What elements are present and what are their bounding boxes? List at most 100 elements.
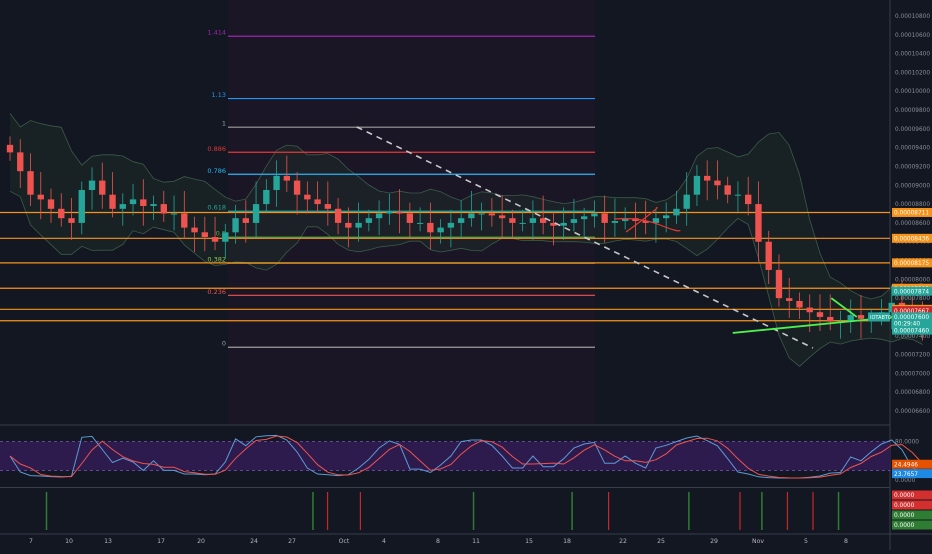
price-tag-label: 0.00007460 [894,328,929,334]
fib-level-label: 0.382 [207,256,226,264]
candle-body [160,204,167,214]
candle-body [37,194,44,200]
time-axis-tick-label: 7 [29,538,33,545]
time-axis-tick-label: 13 [104,538,112,545]
price-axis-tick-label: 0.00010400 [895,52,930,58]
candle-body [519,222,526,224]
candle-body [478,213,485,215]
candle-body [140,199,147,206]
level-price-tag-label: 0.00008175 [894,261,929,267]
fib-level-label: 1 [222,120,226,128]
candle-body [498,215,506,219]
trendline-wedge-upper [830,297,858,318]
stoch-value-tag-label: 23.7657 [894,472,918,478]
candle-body [796,300,803,308]
candle-body [745,194,752,205]
candle-body [786,298,793,301]
candle-body [457,218,465,223]
time-axis-tick-label: 11 [472,538,480,545]
trendline-downtrend [356,126,814,349]
candle-body [365,218,373,223]
candle-body [355,222,362,228]
price-axis-tick-label: 0.00010000 [895,89,930,95]
candle-body [375,213,383,219]
symbol-tag-box [868,312,890,322]
price-axis-tick-label: 0.00009600 [895,127,930,133]
time-axis-tick-label: 27 [288,538,296,545]
candle-body [570,219,578,223]
signal-value-tag-box [892,510,932,520]
signal-value-tag-box [892,500,932,510]
candle-body [263,189,270,205]
time-axis-tick-label: 22 [619,538,627,545]
time-axis-tick-label: 17 [157,538,165,545]
price-axis-tick-label: 0.00007400 [895,334,930,340]
price-tag-label: 0.00007600 [894,315,929,321]
candle-body [529,218,537,223]
candle-body [211,237,219,242]
candle-body [232,218,239,233]
signal-value-tag-box [892,490,932,500]
candle-body [47,199,55,209]
price-tag-box [892,306,932,316]
candle-body [857,315,865,319]
time-axis-tick-label: 24 [250,538,258,545]
candle-body [68,218,75,223]
time-axis-tick-label: 8 [844,538,848,545]
price-axis-tick-label: 0.00009400 [895,146,930,152]
candle-body [273,175,280,190]
candle-body [560,222,567,226]
candle-body [693,175,701,195]
signal-value-tag-label: 0.0000 [894,493,915,499]
candle-body [704,175,711,181]
candle-body [416,222,424,224]
candle-body [601,213,608,223]
stoch-value-tag-box [892,459,932,469]
candle-body [324,204,332,209]
fib-level-label: 0 [222,340,226,348]
stoch-k-line [9,434,923,479]
time-axis-tick-label: Oct [339,538,350,545]
candle-body [201,232,208,238]
candle-body [181,213,188,228]
candle-body [99,180,106,195]
candle-body [129,199,137,205]
price-tag-box [892,312,932,322]
level-price-tag-label: 0.00008436 [894,237,929,243]
candle-body [816,312,824,317]
price-axis-tick-label: 0.00007200 [895,353,930,359]
symbol-tag-label: IOTABTC [870,315,892,321]
time-axis-tick-label: 15 [525,538,533,545]
fib-level-label: 0.236 [207,288,226,296]
candle-body [314,199,321,205]
candle-body [755,204,762,242]
candle-body [334,208,342,223]
candle-body [427,222,434,233]
candle-body [734,194,742,196]
time-axis-tick-label: 4 [382,538,386,545]
price-axis-tick-label: 0.00010800 [895,14,930,20]
fib-level-label: 0.5 [216,230,226,238]
candle-body [550,222,557,226]
candle-body [888,302,895,313]
fib-level-label: 0.618 [207,204,226,212]
candle-body [775,269,783,299]
price-axis-tick-label: 0.00010600 [895,33,930,39]
level-price-tag-box [892,233,932,243]
candle-body [611,221,619,223]
candle-body [88,180,96,190]
stoch-axis-tick-label: 80.0000 [895,440,919,446]
candle-body [673,208,680,216]
time-axis-tick-label: 8 [436,538,440,545]
candle-body [724,185,731,195]
price-tag-box [892,286,932,296]
price-tag-label: 0.00007874 [894,289,929,295]
last-price-tag-box [892,319,932,329]
level-price-tag-box [892,258,932,268]
candle-body [714,180,721,186]
price-axis-tick-label: 0.00006800 [895,390,930,396]
signal-value-tag-label: 0.0000 [894,523,915,529]
time-axis-tick-label: 18 [563,538,571,545]
stoch-d-line [9,435,923,479]
